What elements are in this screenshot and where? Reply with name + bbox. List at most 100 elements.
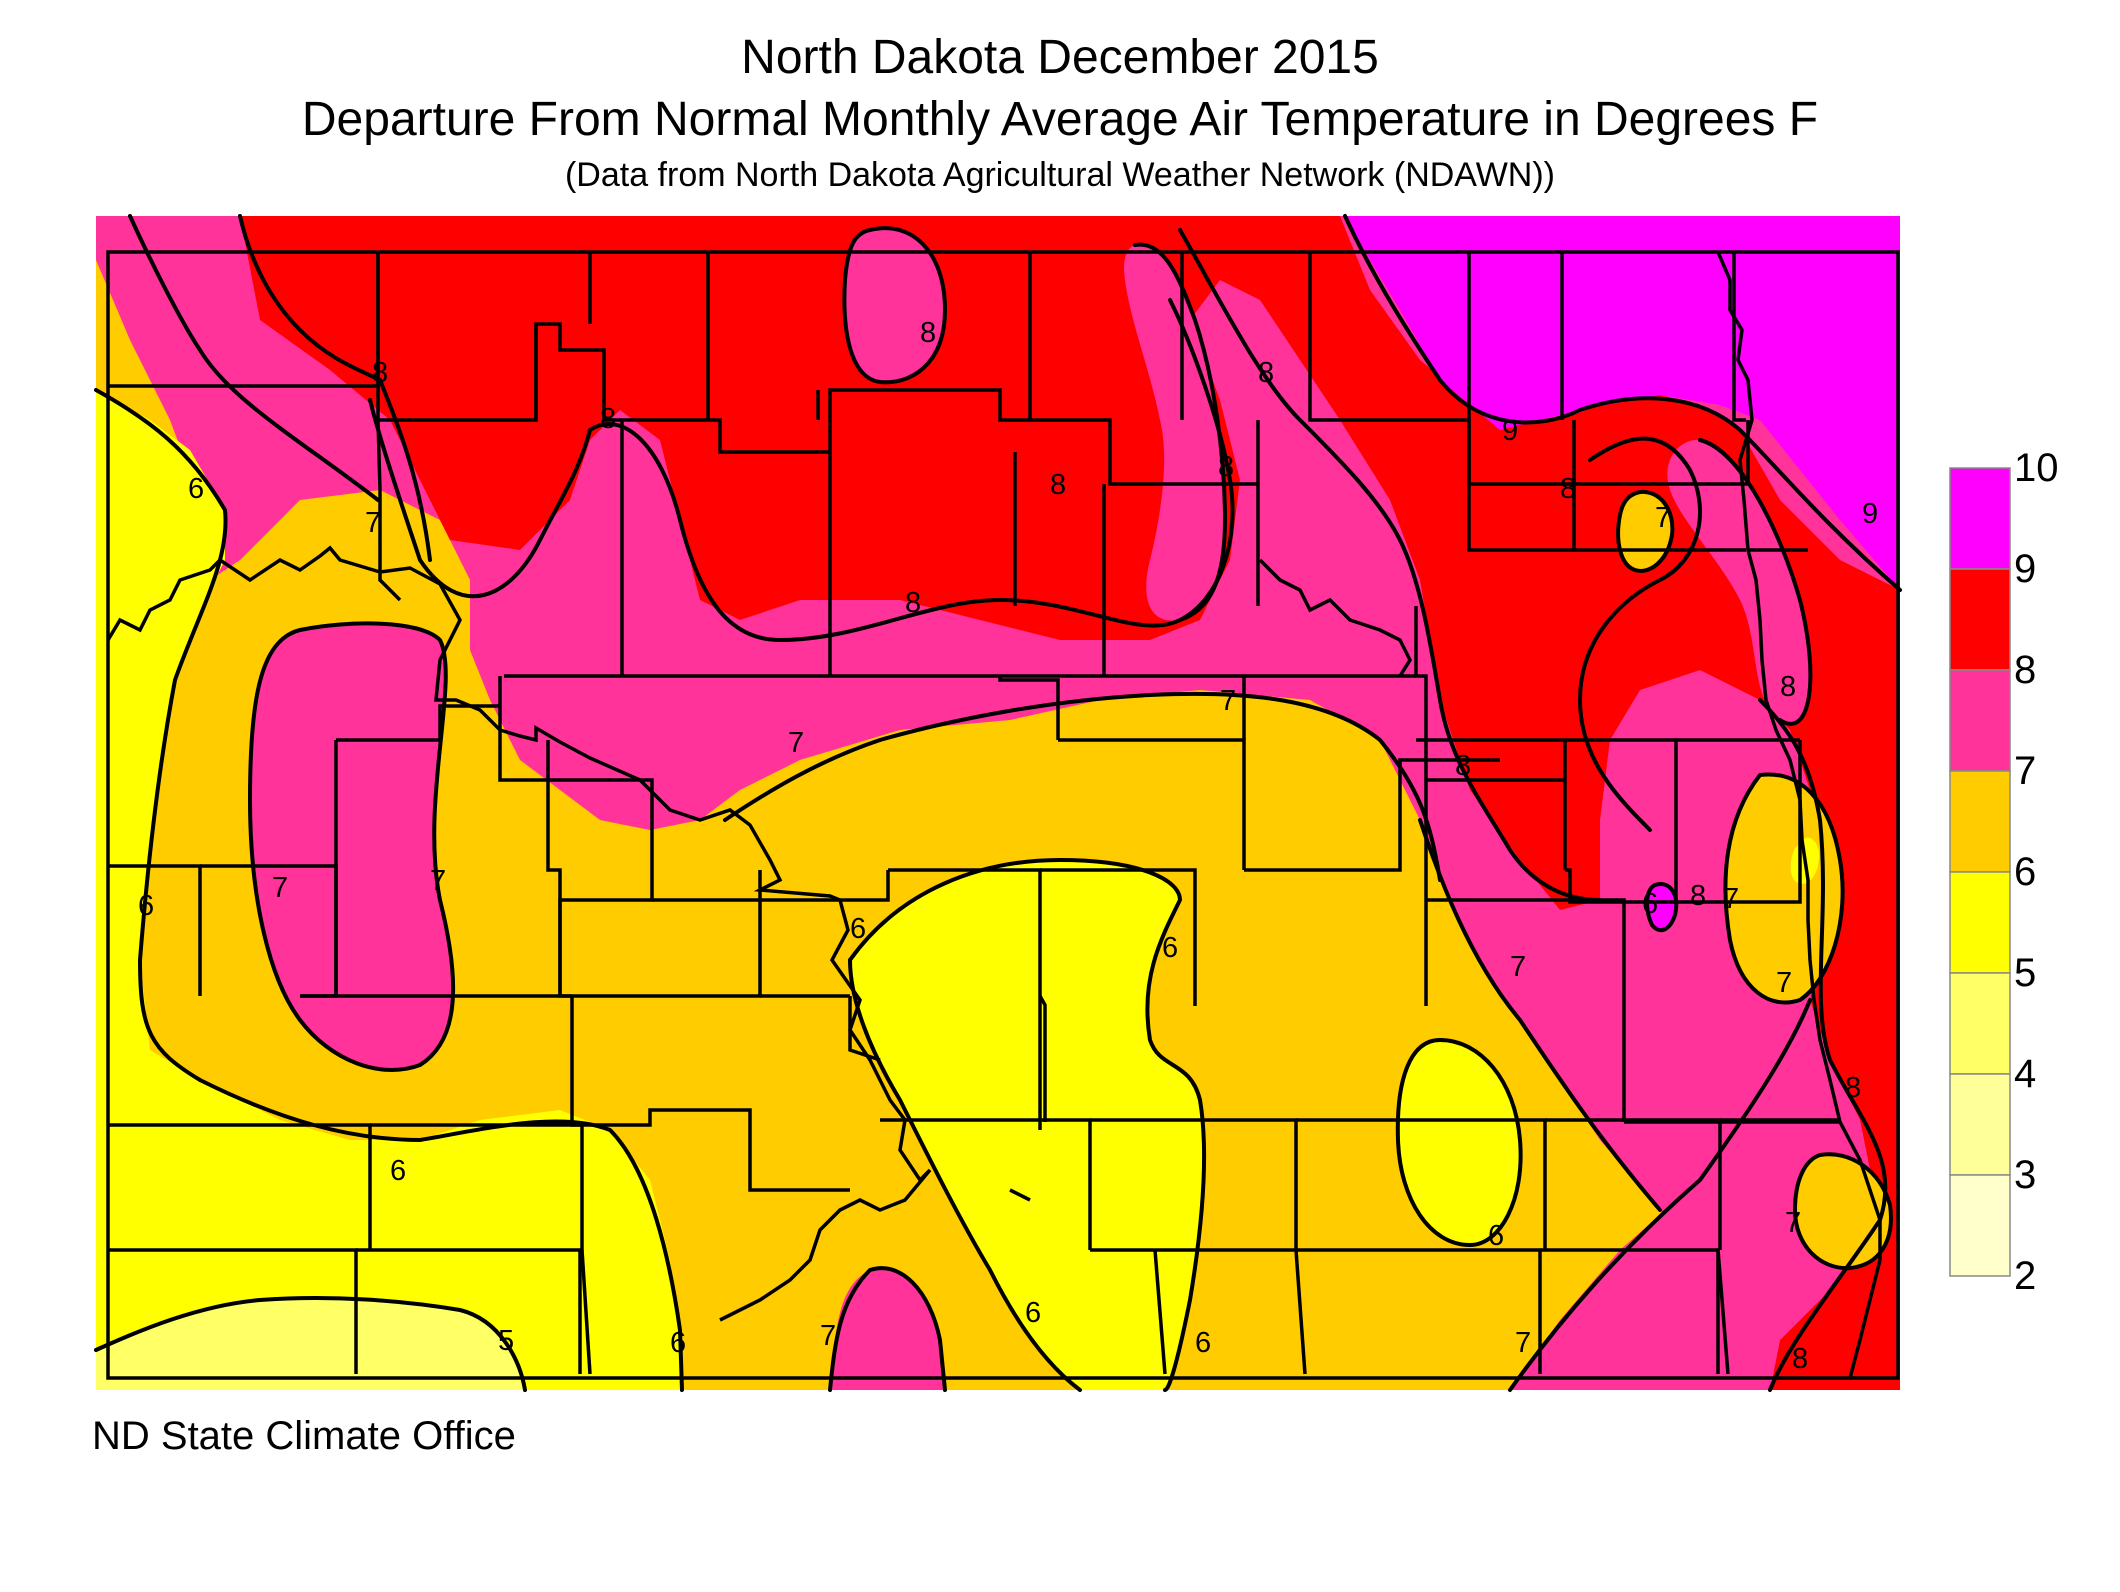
- red-river: [1716, 251, 1882, 1379]
- legend-swatch: [1949, 1073, 2011, 1176]
- contour-label: 8: [1455, 750, 1471, 782]
- legend-swatch: [1949, 770, 2011, 873]
- legend-swatch: [1949, 972, 2011, 1075]
- legend-swatch: [1949, 669, 2011, 772]
- contour-label: 8: [372, 357, 388, 389]
- contour-label: 7: [1220, 685, 1236, 717]
- contour-label: 7: [430, 865, 446, 897]
- fill-band-9-10-northeast: [1345, 216, 1900, 590]
- contour-8-devils-lake-tongue: [1133, 242, 1227, 622]
- contour-lines: [94, 214, 1902, 1392]
- contour-8-central-north: [368, 398, 592, 599]
- legend-tick-label: 9: [2014, 547, 2036, 591]
- contour-5-southwest: [94, 1296, 527, 1392]
- contour-label: 8: [1560, 473, 1576, 505]
- color-fill-layer: [96, 216, 1900, 1390]
- contour-6-southwest: [198, 1078, 684, 1392]
- fill-band-5-6-south-central: [850, 860, 1205, 1390]
- contour-label: 9: [1862, 498, 1878, 530]
- contour-label: 9: [1502, 415, 1518, 447]
- contour-label: 8: [1258, 357, 1274, 389]
- contour-8-east-ridge: [1698, 438, 1813, 726]
- contour-7-east-circle: [1723, 772, 1845, 1005]
- map-title: North Dakota December 2015: [741, 31, 1379, 84]
- fill-band-8-9-north: [240, 216, 1900, 1390]
- contour-label: 8: [1780, 671, 1796, 703]
- fill-band-5-6-west: [96, 390, 680, 1390]
- fill-island-9-10-center-east: [1647, 884, 1677, 931]
- color-legend: 10 9 8 7 6 5 4 3 2: [1949, 446, 2059, 1298]
- legend-tick-label: 2: [2014, 1254, 2036, 1298]
- contour-7-south-central-blob: [828, 1266, 947, 1392]
- legend-swatch: [1949, 568, 2011, 671]
- contour-label: 6: [670, 1327, 686, 1359]
- sheyenne-river: [1258, 558, 1413, 677]
- contour-7-southeast-circle: [1793, 1152, 1893, 1271]
- fill-island-7-8-east: [1667, 439, 1811, 724]
- contour-label-layer: 8 8 8 8 8 8 8 8 8 8 8 8 8 9 9 7 7 7 7 7 …: [138, 317, 1878, 1375]
- contour-label: 6: [188, 473, 204, 505]
- contour-8-northeast-inner: [1578, 436, 1702, 832]
- legend-tick-label: 3: [2014, 1153, 2036, 1197]
- contour-label: 8: [600, 403, 616, 435]
- contour-label: 8: [1690, 880, 1706, 912]
- contour-label: 5: [498, 1325, 514, 1357]
- contour-label: 7: [1723, 883, 1739, 915]
- contour-label: 7: [1655, 502, 1671, 534]
- legend-tick-label: 10: [2014, 446, 2059, 490]
- contour-label: 7: [272, 872, 288, 904]
- contour-label: 7: [820, 1320, 836, 1352]
- legend-tick-label: 5: [2014, 951, 2036, 995]
- fill-island-5-6-southeast: [1397, 1040, 1521, 1245]
- footer-credit: ND State Climate Office: [92, 1414, 516, 1458]
- contour-label: 6: [1642, 888, 1658, 920]
- map-subtitle: Departure From Normal Monthly Average Ai…: [301, 93, 1819, 146]
- contour-6-west: [94, 388, 228, 1082]
- fill-island-7-8-west: [250, 623, 454, 1070]
- contour-label: 8: [905, 587, 921, 619]
- contour-7-west-blob: [248, 621, 456, 1072]
- contour-label: 6: [850, 913, 866, 945]
- contour-7-southeast: [1508, 998, 1812, 1392]
- contour-label: 6: [1488, 1220, 1504, 1252]
- contour-9-center-east-spot: [1645, 882, 1679, 933]
- contour-label: 6: [390, 1155, 406, 1187]
- contour-label: 7: [365, 507, 381, 539]
- fill-band-7-8-southeast: [1510, 1000, 1880, 1390]
- contour-label: 7: [1515, 1327, 1531, 1359]
- contour-label: 8: [920, 317, 936, 349]
- contour-label: 7: [1785, 1207, 1801, 1239]
- contour-7-northeast-circle: [1616, 489, 1675, 573]
- contour-8-east: [1178, 228, 1602, 902]
- contour-label: 7: [788, 727, 804, 759]
- contour-8-southeast: [1758, 698, 1888, 1392]
- fill-island-7-8-north-center: [844, 228, 945, 383]
- contour-7-northwest: [128, 214, 380, 502]
- contour-label: 8: [1792, 1343, 1808, 1375]
- legend-tick-label: 6: [2014, 850, 2036, 894]
- contour-label: 6: [1025, 1297, 1041, 1329]
- contour-7-west: [378, 378, 432, 562]
- contour-8-devils-lake: [588, 298, 1235, 642]
- legend-swatch: [1949, 1174, 2011, 1277]
- contour-6-south-central: [848, 858, 1207, 1392]
- contour-label: 8: [1050, 469, 1066, 501]
- state-border: [106, 250, 1900, 1380]
- contour-8-north-center-circle: [842, 226, 947, 385]
- fill-island-6-7-east: [1725, 774, 1843, 1003]
- county-boundaries: [108, 252, 1840, 1375]
- contour-9-northeast: [1343, 214, 1902, 592]
- contour-label: 7: [1776, 967, 1792, 999]
- contour-label: 6: [1195, 1327, 1211, 1359]
- contour-label: 8: [1845, 1072, 1861, 1104]
- legend-tick-label: 4: [2014, 1052, 2036, 1096]
- legend-tick-label: 7: [2014, 749, 2036, 793]
- fill-band-4-5-southwest: [96, 1298, 525, 1390]
- contour-label: 7: [1510, 951, 1526, 983]
- contour-7-central: [723, 691, 1442, 882]
- contour-label: 6: [138, 890, 154, 922]
- data-source-note: (Data from North Dakota Agricultural Wea…: [564, 156, 1556, 194]
- contour-label: 8: [1218, 451, 1234, 483]
- contour-6-southeast-oval: [1395, 1038, 1523, 1247]
